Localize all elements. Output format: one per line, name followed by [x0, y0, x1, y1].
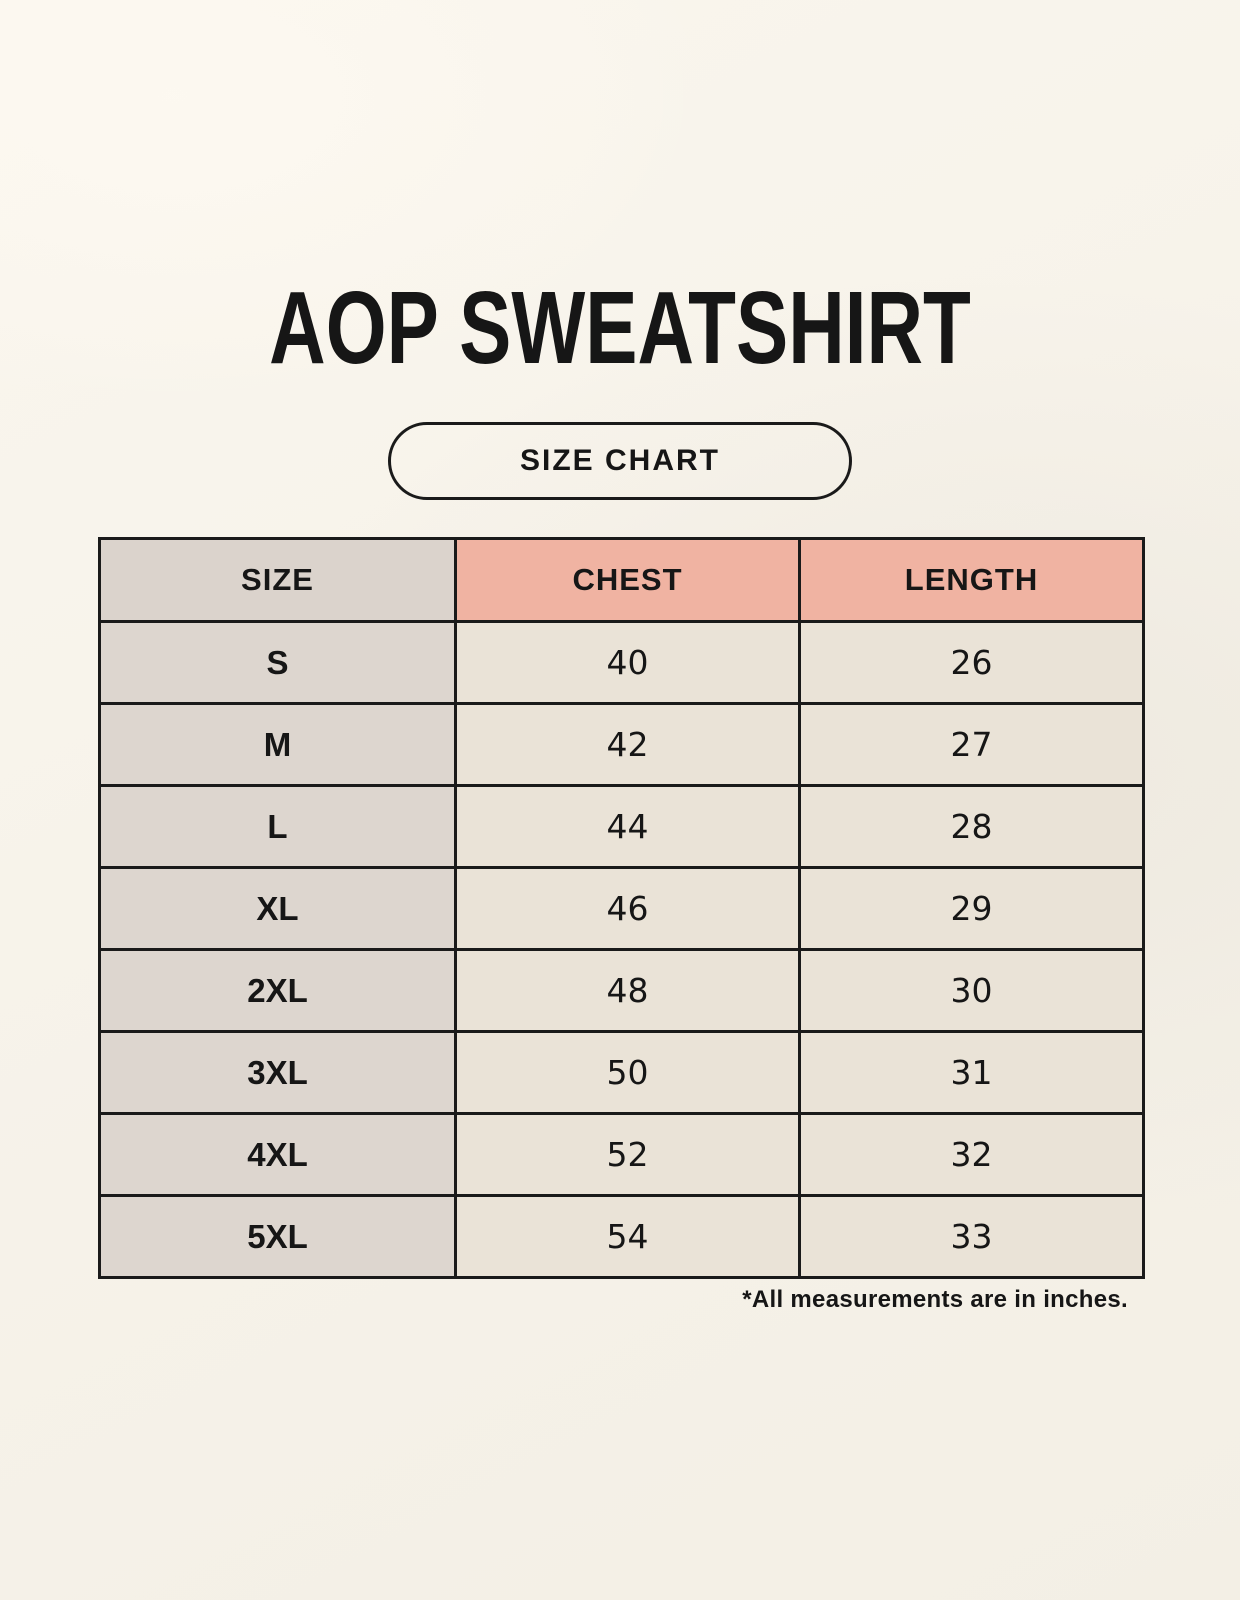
- measurements-footnote: *All measurements are in inches.: [742, 1286, 1128, 1313]
- header-row: SIZE CHEST LENGTH: [98, 537, 1145, 623]
- page-title: AOP SWEATSHIRT: [269, 270, 971, 385]
- size-label: 3XL: [98, 1030, 457, 1115]
- column-header-chest: CHEST: [454, 537, 801, 623]
- length-value: 27: [798, 702, 1145, 787]
- length-value: 30: [798, 948, 1145, 1033]
- size-label: 4XL: [98, 1112, 457, 1197]
- size-label: XL: [98, 866, 457, 951]
- chest-value: 42: [454, 702, 801, 787]
- table-row-4xl: 4XL 52 32: [98, 1112, 1145, 1197]
- table-row-2xl: 2XL 48 30: [98, 948, 1145, 1033]
- chest-value: 44: [454, 784, 801, 869]
- size-label: 2XL: [98, 948, 457, 1033]
- size-chart-badge: SIZE CHART: [388, 422, 852, 500]
- size-label: 5XL: [98, 1194, 457, 1279]
- chest-value: 46: [454, 866, 801, 951]
- table-row-m: M 42 27: [98, 702, 1145, 787]
- size-chart-table: SIZE CHEST LENGTH S 40 26 M 42 27 L 44 2…: [98, 537, 1145, 1279]
- column-header-length: LENGTH: [798, 537, 1145, 623]
- length-value: 29: [798, 866, 1145, 951]
- chest-value: 40: [454, 620, 801, 705]
- size-chart-badge-label: SIZE CHART: [520, 444, 720, 477]
- table-row-s: S 40 26: [98, 620, 1145, 705]
- column-header-size: SIZE: [98, 537, 457, 623]
- chest-value: 50: [454, 1030, 801, 1115]
- length-value: 32: [798, 1112, 1145, 1197]
- length-value: 31: [798, 1030, 1145, 1115]
- size-label: L: [98, 784, 457, 869]
- table-row-xl: XL 46 29: [98, 866, 1145, 951]
- table-row-l: L 44 28: [98, 784, 1145, 869]
- length-value: 33: [798, 1194, 1145, 1279]
- chest-value: 54: [454, 1194, 801, 1279]
- size-label: M: [98, 702, 457, 787]
- size-label: S: [98, 620, 457, 705]
- table-row-3xl: 3XL 50 31: [98, 1030, 1145, 1115]
- chest-value: 48: [454, 948, 801, 1033]
- chest-value: 52: [454, 1112, 801, 1197]
- length-value: 28: [798, 784, 1145, 869]
- length-value: 26: [798, 620, 1145, 705]
- table-row-5xl: 5XL 54 33: [98, 1194, 1145, 1279]
